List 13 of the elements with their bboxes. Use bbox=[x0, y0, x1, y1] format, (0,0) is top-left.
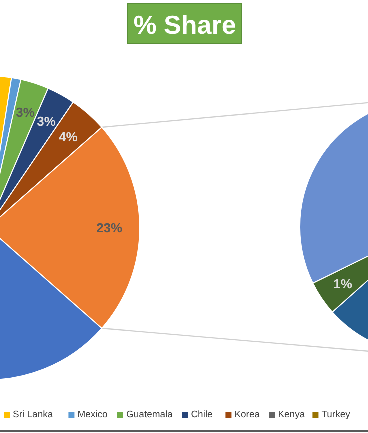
legend-label: Turkey bbox=[322, 410, 351, 420]
legend-label: Korea bbox=[234, 410, 261, 420]
data-label: 4% bbox=[59, 129, 78, 144]
chart-title: % Share bbox=[134, 10, 236, 40]
legend-label: Mexico bbox=[78, 410, 108, 420]
data-label: 23% bbox=[96, 220, 124, 236]
legend-label: Sri Lanka bbox=[13, 410, 54, 420]
data-label: 3% bbox=[37, 114, 56, 129]
legend-label: Guatemala bbox=[126, 410, 174, 420]
data-label: 3% bbox=[16, 104, 36, 120]
data-label: 1% bbox=[334, 276, 353, 292]
legend-label: Kenya bbox=[278, 410, 306, 420]
legend-label: Chile bbox=[191, 410, 213, 420]
